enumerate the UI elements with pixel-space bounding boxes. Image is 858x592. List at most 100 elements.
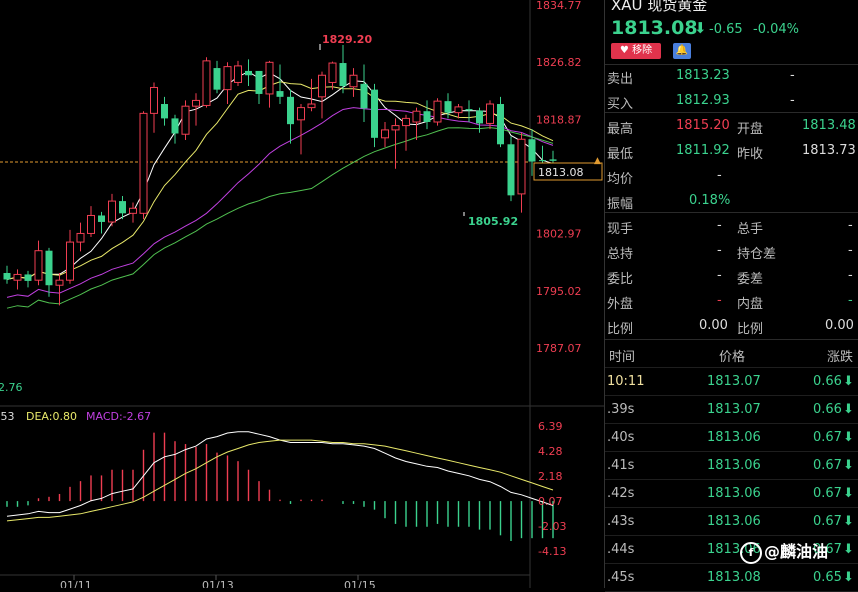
remove-watch-button[interactable]: ♥ 移除 xyxy=(611,43,661,59)
tick-row[interactable]: 10:11 1813.07 0.66 ⬇ xyxy=(605,368,858,396)
divider xyxy=(605,112,858,113)
current-price-label: 1813.08 xyxy=(538,166,584,179)
tick-row[interactable]: .39s 1813.07 0.66 ⬇ xyxy=(605,396,858,424)
y-tick-label: 1795.02 xyxy=(536,285,582,298)
candle-body xyxy=(66,241,74,281)
tick-price: 1813.07 xyxy=(707,374,761,389)
candle-body xyxy=(3,273,11,280)
candle-body xyxy=(150,86,158,114)
buy-row: 买入 1812.93 - xyxy=(607,93,795,112)
tick-change: 0.67 xyxy=(813,514,842,529)
tick-row[interactable]: .40s 1813.06 0.67 ⬇ xyxy=(605,424,858,452)
candle-body xyxy=(276,91,284,97)
x-tick-label: 01/15 xyxy=(344,579,376,588)
avg-row: 均价 - xyxy=(607,168,722,187)
tick-price: 1813.08 xyxy=(707,570,761,585)
candle-body xyxy=(119,201,126,214)
candle-body xyxy=(171,118,179,134)
kline-chart[interactable]: 1834.77 1826.82 1818.87 1813.08 1802.97 1795.… xyxy=(0,0,604,588)
candle-body xyxy=(402,117,410,127)
tick-change: 0.67 xyxy=(813,486,842,501)
dea-line xyxy=(6,439,554,522)
tick-price: 1813.06 xyxy=(707,486,761,501)
tick-change: 0.67 xyxy=(813,458,842,473)
hold-row: 总持 - 持仓差 - xyxy=(607,243,853,262)
candle-body xyxy=(423,111,431,122)
candle-body xyxy=(433,100,442,123)
down-arrow-icon: ⬇ xyxy=(843,542,854,557)
amp-row: 振幅 0.18% xyxy=(607,193,731,212)
high-annotation: 1829.20 xyxy=(322,33,372,46)
ticks-table-header: 时间 价格 涨跌 xyxy=(605,340,858,368)
candle-body xyxy=(202,60,211,106)
vol-row: 现手 - 总手 - xyxy=(607,218,853,237)
candle-body xyxy=(328,62,337,83)
weibo-icon: f xyxy=(740,541,762,564)
divider xyxy=(605,212,858,213)
outer-inner-row: 外盘 - 内盘 - xyxy=(607,293,853,312)
macd-tick-label: 0.07 xyxy=(538,495,563,508)
candle-body xyxy=(87,214,95,234)
macd-tick-label: 4.28 xyxy=(538,445,563,458)
tick-time: .39s xyxy=(607,402,635,417)
divider xyxy=(605,64,858,65)
down-arrow-icon: ⬇ xyxy=(843,402,854,417)
candle-body xyxy=(108,200,116,223)
dif-line xyxy=(6,431,554,517)
watermark: f @麟油油 xyxy=(740,538,828,564)
tick-change: 0.65 xyxy=(813,570,842,585)
ratio-row: 委比 - 委差 - xyxy=(607,268,853,287)
tick-time: .40s xyxy=(607,430,635,445)
y-tick-label: 1818.87 xyxy=(536,113,582,126)
candle-body xyxy=(360,83,368,109)
candle-body xyxy=(192,99,200,107)
candle-body xyxy=(444,101,452,113)
quote-panel: XAU 现货黄金 1813.08 ⬇ -0.65 -0.04% ♥ 移除 🔔 卖… xyxy=(604,0,858,592)
down-arrow-icon: ⬇ xyxy=(694,19,707,37)
ma30-line xyxy=(6,127,554,309)
candle-body xyxy=(507,144,515,196)
left-edge-label: 2.76 xyxy=(0,381,23,394)
candle-body xyxy=(339,63,347,87)
macd-dif-label: .53 xyxy=(0,410,15,423)
down-arrow-icon: ⬇ xyxy=(843,486,854,501)
candle-body xyxy=(76,232,85,243)
macd-tick-label: -2.03 xyxy=(538,520,566,533)
tick-price: 1813.07 xyxy=(707,402,761,417)
low-prev-row: 最低 1811.92 昨收 1813.73 xyxy=(607,143,856,162)
macd-tick-label: -4.13 xyxy=(538,545,566,558)
macd-tick-label: 2.18 xyxy=(538,470,563,483)
x-tick-label: 01/13 xyxy=(202,579,234,588)
tick-time: .43s xyxy=(607,514,635,529)
instrument-title: XAU 现货黄金 xyxy=(611,0,708,14)
tick-change: 0.66 xyxy=(813,374,842,389)
down-arrow-icon: ⬇ xyxy=(843,374,854,389)
candle-body xyxy=(349,74,358,88)
tick-row[interactable]: .41s 1813.06 0.67 ⬇ xyxy=(605,452,858,480)
candle-body xyxy=(454,106,463,114)
candle-body xyxy=(98,215,105,222)
down-arrow-icon: ⬇ xyxy=(843,458,854,473)
candle-body xyxy=(181,105,190,135)
tick-change: 0.66 xyxy=(813,402,842,417)
tick-time: .44s xyxy=(607,542,635,557)
tick-time: .41s xyxy=(607,458,635,473)
tick-row[interactable]: .43s 1813.06 0.67 ⬇ xyxy=(605,508,858,536)
candle-body xyxy=(549,159,557,161)
tick-price: 1813.06 xyxy=(707,430,761,445)
candle-body xyxy=(497,104,504,145)
y-tick-label: 1834.77 xyxy=(536,0,582,12)
sell-row: 卖出 1813.23 - xyxy=(607,68,795,87)
tick-row[interactable]: .42s 1813.06 0.67 ⬇ xyxy=(605,480,858,508)
candle-body xyxy=(45,250,53,286)
candle-body xyxy=(486,103,494,124)
high-open-row: 最高 1815.20 开盘 1813.48 xyxy=(607,118,856,137)
tick-change: 0.67 xyxy=(813,430,842,445)
candle-body xyxy=(13,273,22,281)
current-price-box xyxy=(533,162,603,181)
candle-body xyxy=(265,61,274,95)
tick-price: 1813.06 xyxy=(707,514,761,529)
bell-icon[interactable]: 🔔 xyxy=(673,43,691,59)
candle-body xyxy=(287,96,294,125)
price-change-pct: -0.04% xyxy=(753,22,799,37)
